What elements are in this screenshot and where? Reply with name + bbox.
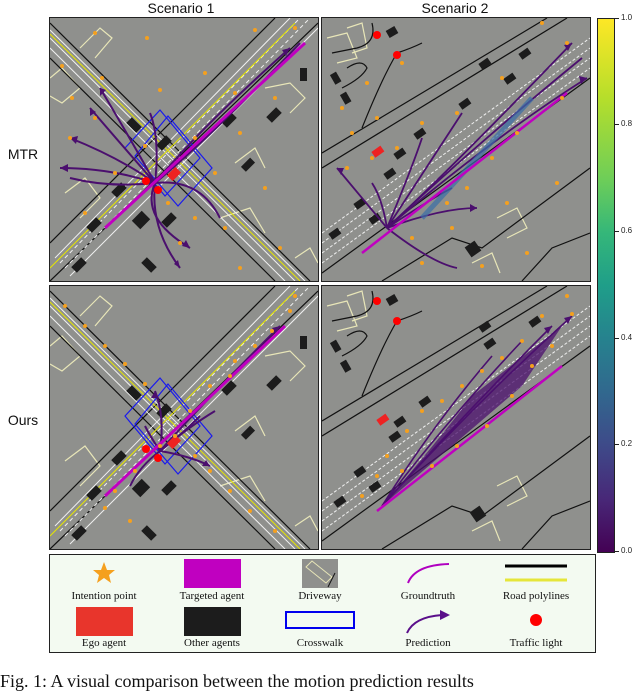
row-label-mtr: MTR [7, 146, 39, 162]
colorbar-tick [614, 444, 619, 445]
legend-label: Driveway [298, 590, 342, 602]
legend-label: Other agents [184, 637, 240, 649]
colorbar-label: 1.0 [621, 13, 633, 22]
legend-label: Ego agent [81, 637, 127, 649]
colorbar [597, 18, 615, 553]
colorbar-tick [614, 338, 619, 339]
legend-label: Prediction [405, 637, 451, 649]
panel-ours-scenario-2 [321, 285, 591, 550]
colorbar-tick [614, 18, 619, 19]
legend-label: Traffic light [509, 637, 563, 649]
colorbar-tick [614, 231, 619, 232]
legend-label: Road polylines [502, 590, 570, 602]
crosswalk-icon [266, 611, 374, 629]
traffic-light-icon [482, 613, 590, 632]
legend-label: Crosswalk [296, 637, 344, 649]
groundtruth-curve-icon [374, 561, 482, 590]
colorbar-label: 0.0 [621, 546, 633, 555]
legend-label: Groundtruth [400, 590, 456, 602]
star-icon [50, 561, 158, 590]
panel-mtr-scenario-2 [321, 17, 591, 282]
other-agents-icon [158, 607, 266, 636]
panel-mtr-scenario-1 [49, 17, 319, 282]
colorbar-label: 0.4 [621, 333, 633, 342]
highway-map [322, 18, 590, 281]
intersection-map [50, 286, 318, 549]
targeted-agent-icon [158, 559, 266, 588]
figure-caption: Fig. 1: A visual comparison between the … [0, 671, 474, 691]
row-label-ours: Ours [7, 412, 39, 428]
colorbar-label: 0.2 [621, 439, 633, 448]
road-polylines-icon [482, 563, 590, 588]
legend-label: Targeted agent [179, 590, 245, 602]
panel-ours-scenario-1 [49, 285, 319, 550]
ego-agent-icon [50, 607, 158, 636]
column-title-scenario-1: Scenario 1 [147, 0, 215, 16]
column-title-scenario-2: Scenario 2 [421, 0, 489, 16]
driveway-icon [266, 559, 374, 593]
colorbar-label: 0.6 [621, 226, 633, 235]
prediction-arrow-icon [374, 609, 482, 640]
legend-label: Intention point [71, 590, 137, 602]
colorbar-label: 0.8 [621, 119, 633, 128]
colorbar-tick [614, 551, 619, 552]
colorbar-tick [614, 124, 619, 125]
intersection-map [50, 18, 318, 281]
highway-map [322, 286, 590, 549]
legend: Intention point Targeted agent Driveway … [49, 554, 596, 653]
